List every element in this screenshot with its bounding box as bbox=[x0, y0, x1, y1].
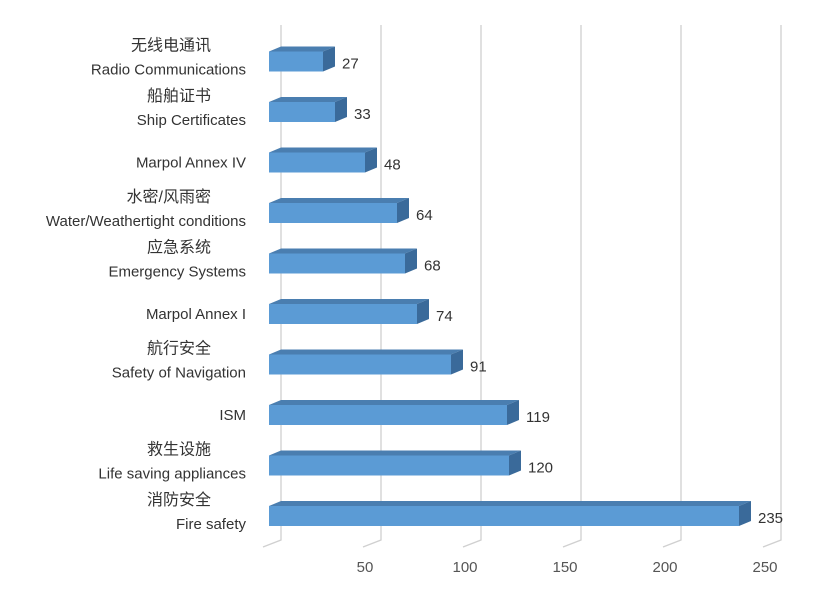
value-label-5: 68 bbox=[424, 257, 441, 274]
bar-0 bbox=[269, 506, 739, 526]
x-tick-label-150: 150 bbox=[552, 559, 577, 576]
x-tick-label-50: 50 bbox=[357, 559, 374, 576]
bar-side-5 bbox=[405, 248, 417, 274]
bar-9 bbox=[269, 51, 323, 72]
category-label-en-1: Life saving appliances bbox=[98, 466, 246, 483]
category-labels: 消防安全 Fire safety 救生设施 Life saving appliance… bbox=[46, 37, 247, 534]
bar-1 bbox=[269, 455, 509, 476]
bar-4 bbox=[269, 304, 417, 324]
bar-side-3 bbox=[451, 349, 463, 375]
value-label-1: 120 bbox=[528, 459, 553, 476]
bar-top-6 bbox=[269, 198, 409, 203]
gridline-50 bbox=[362, 25, 382, 548]
category-label-cn-5: 应急系统 bbox=[147, 238, 211, 257]
bar-top-9 bbox=[269, 46, 335, 52]
category-label-en-3: Safety of Navigation bbox=[112, 365, 246, 382]
category-label-en-8: Ship Certificates bbox=[137, 112, 246, 129]
bar-7 bbox=[269, 152, 365, 173]
grid-layer bbox=[262, 25, 782, 548]
value-label-8: 33 bbox=[354, 106, 371, 123]
bar-side-6 bbox=[397, 198, 409, 223]
bars-layer bbox=[269, 46, 751, 526]
bar-top-3 bbox=[269, 349, 463, 355]
category-label-en-6: Water/Weathertight conditions bbox=[46, 213, 246, 230]
bar-side-0 bbox=[739, 501, 751, 526]
value-label-2: 119 bbox=[526, 409, 550, 426]
category-label-cn-8: 船舶证书 bbox=[147, 87, 211, 105]
gridline-250 bbox=[762, 25, 782, 548]
bar-top-8 bbox=[269, 97, 347, 102]
value-label-4: 74 bbox=[436, 308, 453, 325]
category-label-en-4: Marpol Annex I bbox=[146, 306, 246, 323]
bar-8 bbox=[269, 102, 335, 122]
bar-side-4 bbox=[417, 299, 429, 324]
bar-top-4 bbox=[269, 299, 429, 304]
category-label-cn-9: 无线电通讯 bbox=[131, 37, 211, 55]
bar-side-7 bbox=[365, 147, 377, 173]
gridline-150 bbox=[562, 25, 582, 548]
category-label-en-5: Emergency Systems bbox=[108, 264, 246, 281]
gridline-100 bbox=[462, 25, 482, 548]
category-label-cn-1: 救生设施 bbox=[147, 441, 211, 459]
gridline-200 bbox=[662, 25, 682, 548]
x-tick-label-250: 250 bbox=[752, 559, 777, 576]
bar-5 bbox=[269, 253, 405, 274]
category-label-en-0: Fire safety bbox=[176, 516, 247, 533]
category-label-cn-6: 水密/风雨密 bbox=[127, 188, 211, 206]
bar-6 bbox=[269, 203, 397, 223]
category-label-cn-0: 消防安全 bbox=[147, 491, 211, 509]
bar-top-5 bbox=[269, 248, 417, 254]
x-tick-label-200: 200 bbox=[652, 559, 677, 576]
bar-side-8 bbox=[335, 97, 347, 122]
x-axis-ticks: 50 100 150 200 250 bbox=[357, 559, 778, 576]
bar-side-2 bbox=[507, 400, 519, 425]
gridline-0 bbox=[262, 25, 282, 548]
value-label-9: 27 bbox=[342, 55, 359, 72]
category-label-en-2: ISM bbox=[219, 407, 246, 424]
category-label-en-9: Radio Communications bbox=[91, 62, 246, 79]
value-label-6: 64 bbox=[416, 207, 433, 224]
bar-side-9 bbox=[323, 46, 335, 72]
bar-top-0 bbox=[269, 501, 751, 506]
value-label-0: 235 bbox=[758, 510, 783, 527]
bar-top-1 bbox=[269, 450, 521, 456]
value-labels: 235 120 119 91 74 68 64 48 33 27 bbox=[342, 55, 783, 527]
bar-top-7 bbox=[269, 147, 377, 153]
bar-3 bbox=[269, 354, 451, 375]
bar-top-2 bbox=[269, 400, 519, 405]
value-label-3: 91 bbox=[470, 358, 487, 375]
value-label-7: 48 bbox=[384, 156, 401, 173]
category-label-en-7: Marpol Annex IV bbox=[136, 155, 246, 172]
x-tick-label-100: 100 bbox=[452, 559, 477, 576]
category-label-cn-3: 航行安全 bbox=[147, 340, 211, 358]
bar-2 bbox=[269, 405, 507, 425]
bar-side-1 bbox=[509, 450, 521, 476]
